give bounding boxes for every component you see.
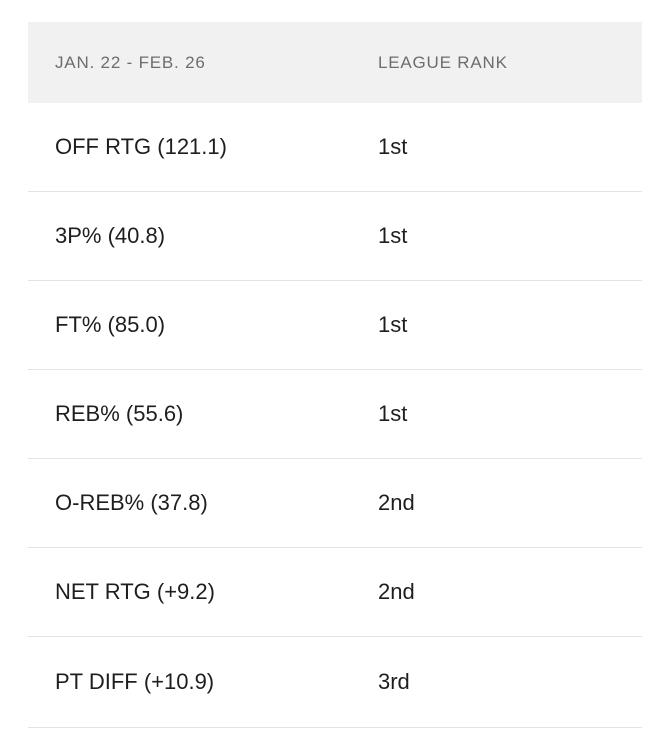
team-stats-table: JAN. 22 - FEB. 26 LEAGUE RANK OFF RTG (1…: [28, 22, 642, 728]
league-rank-header: LEAGUE RANK: [378, 52, 508, 72]
stat-label: O-REB% (37.8): [55, 490, 208, 515]
table-row: NET RTG (+9.2) 2nd: [28, 548, 642, 637]
table-row: FT% (85.0) 1st: [28, 281, 642, 370]
stat-label: 3P% (40.8): [55, 223, 166, 248]
stat-label: NET RTG (+9.2): [55, 579, 215, 604]
table-row: PT DIFF (+10.9) 3rd: [28, 637, 642, 728]
stat-label: PT DIFF (+10.9): [55, 669, 215, 694]
rank-value: 2nd: [378, 490, 415, 515]
table-row: OFF RTG (121.1) 1st: [28, 103, 642, 192]
table-header-row: JAN. 22 - FEB. 26 LEAGUE RANK: [28, 22, 642, 103]
table-row: 3P% (40.8) 1st: [28, 192, 642, 281]
rank-value: 1st: [378, 312, 408, 337]
rank-value: 3rd: [378, 669, 410, 694]
stat-label: OFF RTG (121.1): [55, 134, 227, 159]
rank-value: 1st: [378, 134, 408, 159]
rank-value: 2nd: [378, 579, 415, 604]
rank-value: 1st: [378, 223, 408, 248]
stat-label: FT% (85.0): [55, 312, 166, 337]
table-row: O-REB% (37.8) 2nd: [28, 459, 642, 548]
rank-value: 1st: [378, 401, 408, 426]
date-range-header: JAN. 22 - FEB. 26: [55, 52, 206, 72]
stat-label: REB% (55.6): [55, 401, 184, 426]
table-row: REB% (55.6) 1st: [28, 370, 642, 459]
